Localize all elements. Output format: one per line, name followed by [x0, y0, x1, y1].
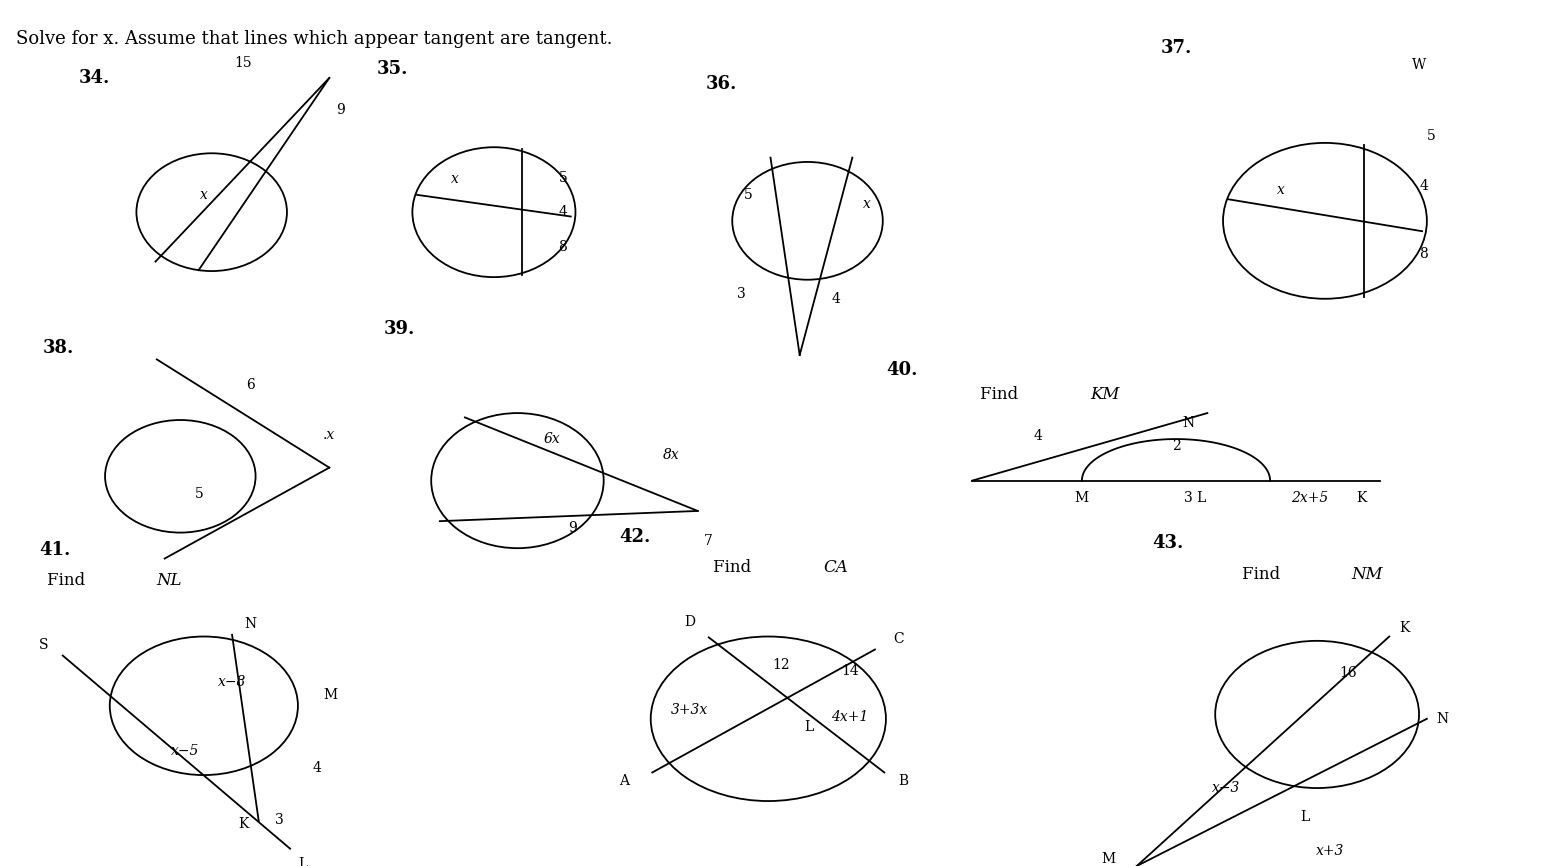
Text: 42.: 42.: [619, 528, 651, 546]
Text: x: x: [199, 188, 209, 202]
Text: 2x+5: 2x+5: [1290, 491, 1328, 505]
Text: 8: 8: [558, 240, 568, 254]
Text: x: x: [862, 197, 872, 210]
Text: M: M: [323, 688, 339, 702]
Text: x+3: x+3: [1316, 844, 1344, 858]
Text: 3: 3: [737, 288, 746, 301]
Text: L: L: [804, 721, 814, 734]
Text: x−3: x−3: [1212, 781, 1240, 795]
Text: x−8: x−8: [218, 675, 246, 688]
Text: W: W: [1411, 58, 1427, 72]
Text: x: x: [1276, 183, 1286, 197]
Text: Find: Find: [980, 385, 1024, 403]
Text: 37.: 37.: [1160, 39, 1192, 56]
Text: 9: 9: [336, 103, 345, 117]
Text: 5: 5: [743, 188, 753, 202]
Text: N: N: [1182, 417, 1195, 430]
Text: 5: 5: [1427, 129, 1436, 143]
Text: K: K: [1400, 621, 1410, 635]
Text: 35.: 35.: [376, 61, 408, 78]
Text: CA: CA: [823, 559, 848, 576]
Text: 38.: 38.: [42, 339, 74, 357]
Text: 4x+1: 4x+1: [831, 710, 869, 724]
Text: 7: 7: [704, 534, 713, 548]
Text: 3: 3: [274, 813, 284, 827]
Text: A: A: [619, 774, 629, 788]
Text: K: K: [1356, 491, 1366, 505]
Text: 3 L: 3 L: [1184, 491, 1206, 505]
Text: 5: 5: [558, 171, 568, 184]
Text: S: S: [39, 638, 49, 652]
Text: 3+3x: 3+3x: [671, 703, 709, 717]
Text: 12: 12: [771, 658, 790, 672]
Text: Find: Find: [1242, 565, 1286, 583]
Text: N: N: [245, 617, 257, 631]
Text: 43.: 43.: [1152, 534, 1184, 552]
Text: L: L: [1300, 810, 1309, 824]
Text: 4: 4: [312, 761, 321, 775]
Text: Solve for x. Assume that lines which appear tangent are tangent.: Solve for x. Assume that lines which app…: [16, 30, 612, 48]
Text: x: x: [450, 172, 459, 186]
Text: C: C: [894, 632, 903, 646]
Text: 5: 5: [194, 487, 204, 501]
Text: 41.: 41.: [39, 541, 71, 559]
Text: .x: .x: [323, 428, 336, 442]
Text: M: M: [1074, 491, 1090, 505]
Text: M: M: [1101, 852, 1116, 866]
Text: 8x: 8x: [663, 448, 679, 462]
Text: 8: 8: [1419, 247, 1428, 261]
Text: KM: KM: [1090, 385, 1120, 403]
Text: NL: NL: [157, 572, 182, 589]
Text: 34.: 34.: [78, 69, 110, 87]
Text: 15: 15: [234, 56, 252, 70]
Text: 4: 4: [831, 292, 840, 306]
Text: 40.: 40.: [886, 361, 917, 378]
Text: 39.: 39.: [384, 320, 416, 338]
Text: 4: 4: [1033, 429, 1043, 443]
Text: 14: 14: [840, 664, 859, 678]
Text: 4: 4: [1419, 179, 1428, 193]
Text: L: L: [298, 857, 307, 866]
Text: x−5: x−5: [171, 744, 199, 758]
Text: 36.: 36.: [706, 75, 737, 93]
Text: 6: 6: [246, 378, 256, 392]
Text: Find: Find: [713, 559, 757, 576]
Text: 9: 9: [568, 521, 577, 535]
Text: Find: Find: [47, 572, 91, 589]
Text: N: N: [1436, 712, 1449, 726]
Text: K: K: [238, 817, 248, 830]
Text: 6x: 6x: [544, 432, 560, 446]
Text: 16: 16: [1339, 666, 1358, 680]
Text: 4: 4: [558, 205, 568, 219]
Text: D: D: [684, 615, 696, 629]
Text: NM: NM: [1352, 565, 1383, 583]
Text: 2: 2: [1171, 439, 1181, 453]
Text: B: B: [898, 774, 908, 788]
